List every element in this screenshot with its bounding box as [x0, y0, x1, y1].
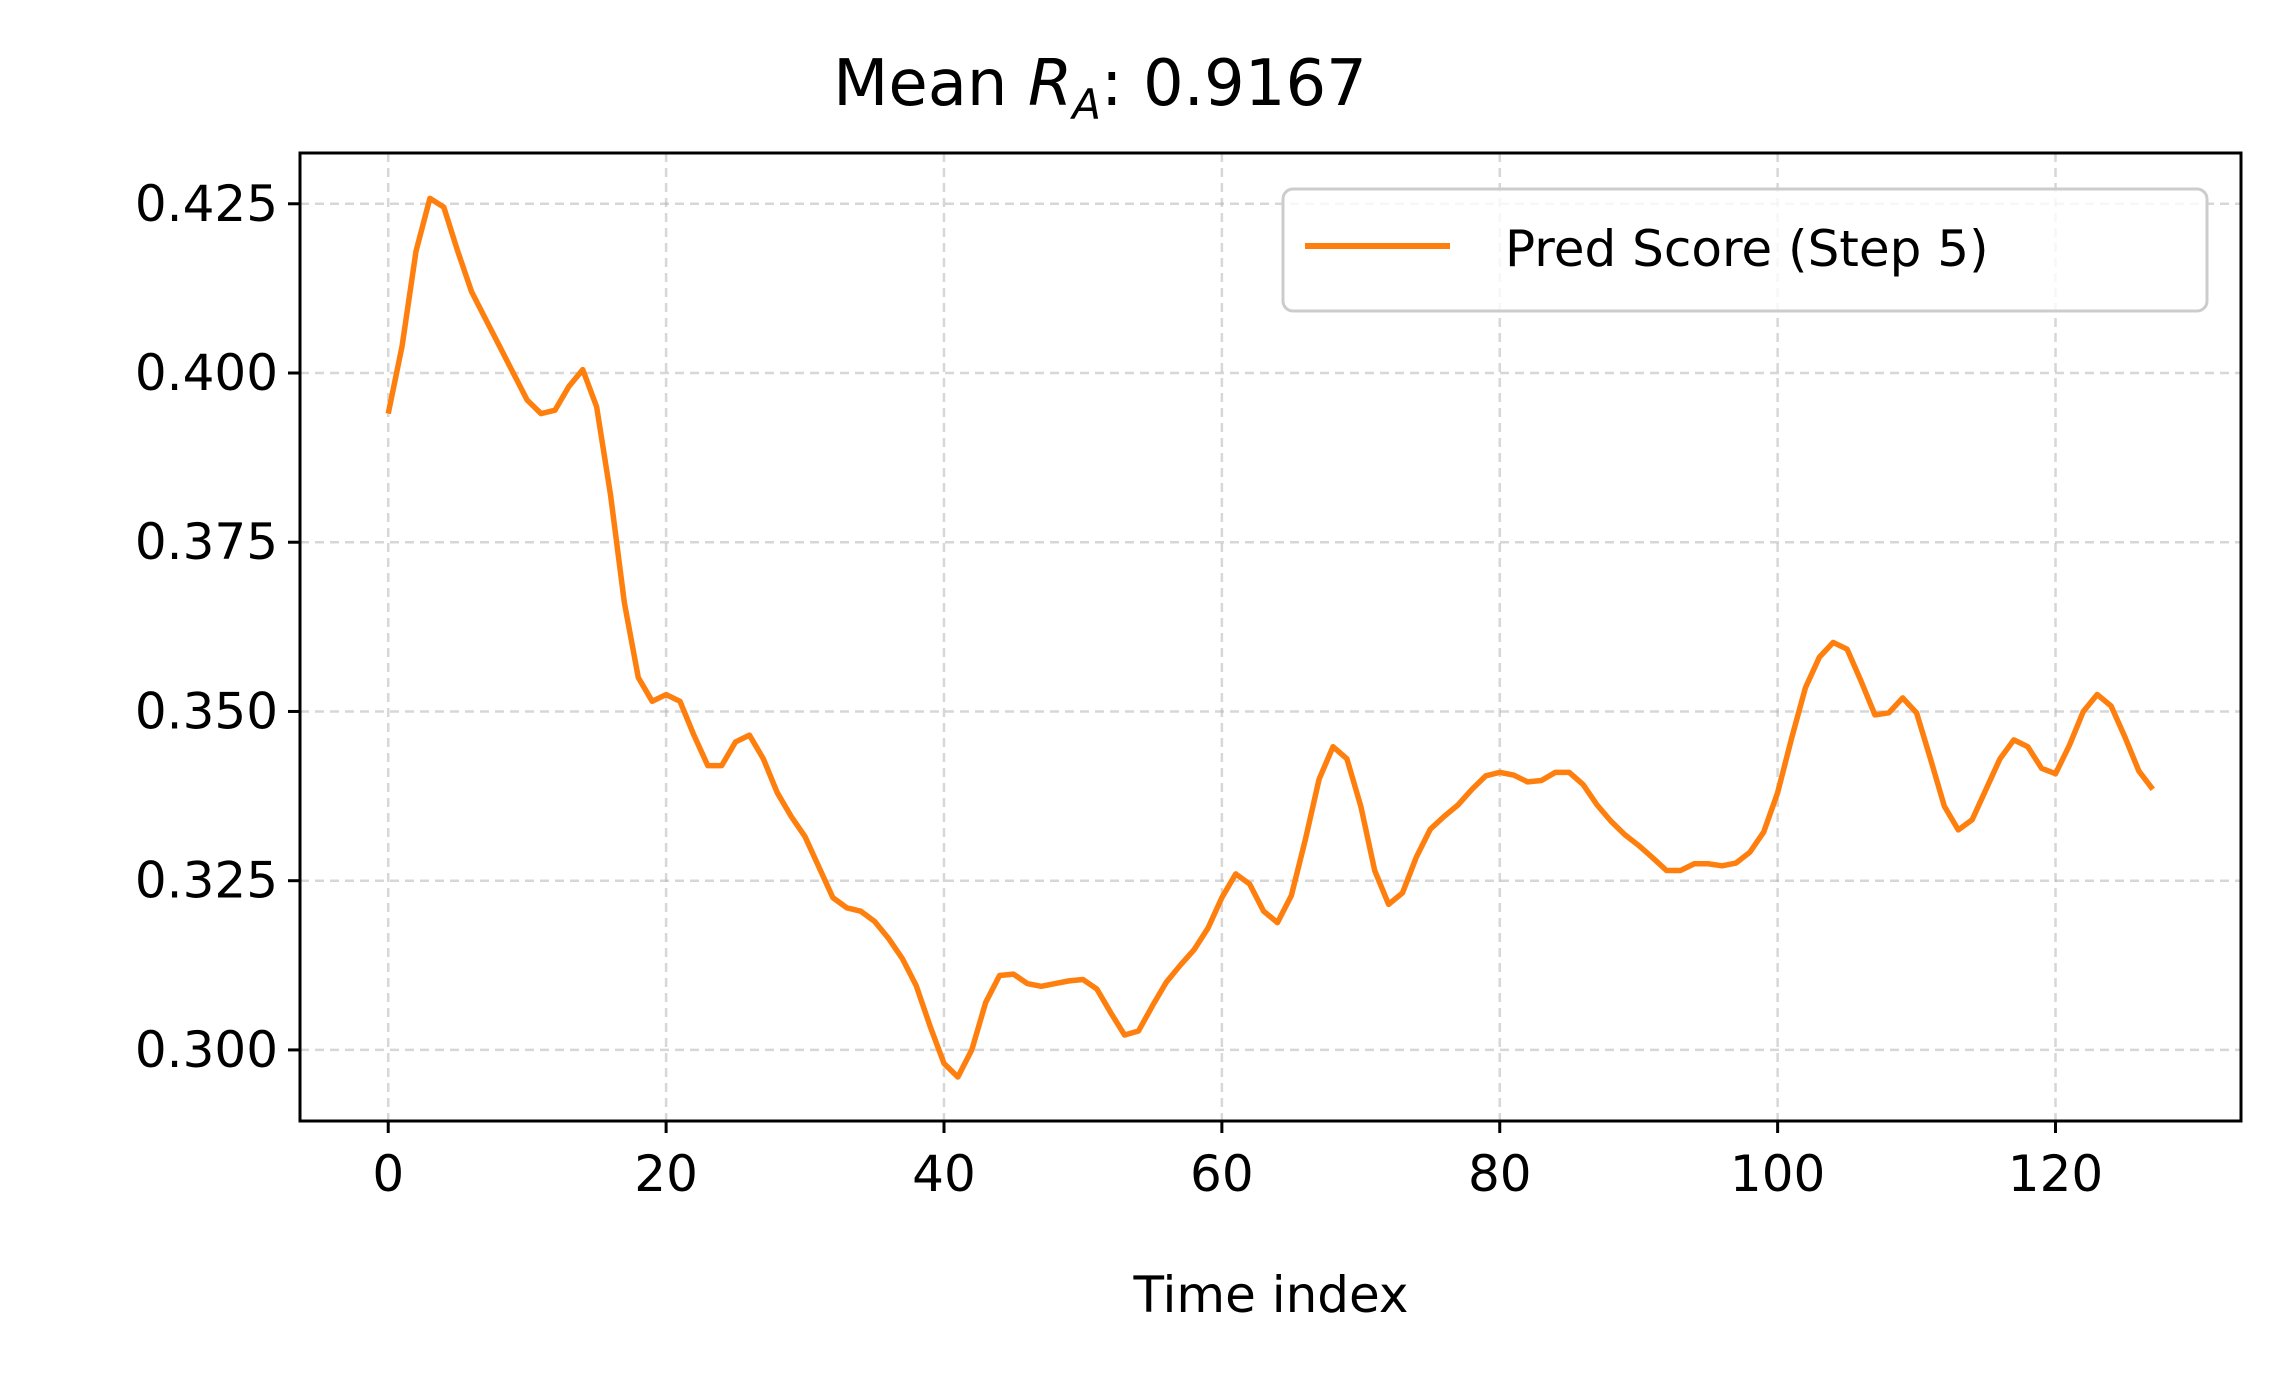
y-tick-label: 0.375 — [135, 513, 278, 571]
chart-title: Mean RA: 0.9167 — [833, 47, 1367, 129]
y-tick-label: 0.400 — [135, 344, 278, 402]
legend-label-pred-score: Pred Score (Step 5) — [1505, 220, 1989, 278]
x-axis-ticks: 0 20 40 60 80 100 120 — [372, 1121, 2103, 1203]
x-tick-label: 120 — [2008, 1145, 2103, 1203]
y-axis-ticks: 0.300 0.325 0.350 0.375 0.400 0.425 — [135, 175, 300, 1079]
plot-area-frame — [298, 151, 2243, 1123]
grid-lines — [300, 153, 2241, 1121]
x-tick-label: 100 — [1730, 1145, 1825, 1203]
legend: Pred Score (Step 5) — [1281, 187, 2209, 313]
x-tick-label: 20 — [634, 1145, 698, 1203]
x-axis-label: Time index — [1132, 1266, 1408, 1324]
x-tick-label: 80 — [1468, 1145, 1532, 1203]
legend-box — [1281, 187, 2209, 313]
y-tick-label: 0.325 — [135, 852, 278, 910]
x-tick-label: 40 — [912, 1145, 976, 1203]
x-tick-label: 0 — [372, 1145, 404, 1203]
series-lines — [385, 195, 2155, 1080]
series-line-0 — [385, 195, 2155, 1080]
x-tick-label: 60 — [1190, 1145, 1254, 1203]
y-tick-label: 0.425 — [135, 175, 278, 233]
y-tick-label: 0.350 — [135, 682, 278, 740]
y-tick-label: 0.300 — [135, 1021, 278, 1079]
